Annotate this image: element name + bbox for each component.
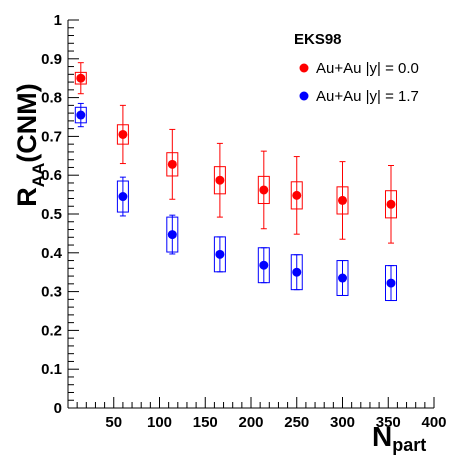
legend-marker-series-0 <box>299 63 309 73</box>
y-tick-label: 1 <box>54 12 62 29</box>
legend-label-series-0: Au+Au |y| = 0.0 <box>316 60 419 77</box>
legend: EKS98 Au+Au |y| = 0.0 Au+Au |y| = 1.7 <box>294 31 419 105</box>
data-point <box>259 260 269 270</box>
x-tick-label: 100 <box>147 414 172 431</box>
data-point <box>215 175 225 185</box>
systematic-box <box>336 260 349 296</box>
y-tick-label: 0.6 <box>41 167 62 184</box>
data-point <box>292 190 302 200</box>
y-tick-label: 0 <box>54 400 62 417</box>
svg-text:Npart: Npart <box>372 421 426 455</box>
data-point <box>386 199 396 209</box>
x-tick-label: 300 <box>330 414 355 431</box>
x-tick-label: 350 <box>376 414 401 431</box>
systematic-box <box>257 247 270 284</box>
y-tick-label: 0.8 <box>41 90 62 107</box>
data-point <box>167 159 177 169</box>
systematic-box <box>257 175 270 205</box>
systematic-box <box>213 166 226 195</box>
x-axis-title-main: N <box>372 421 392 452</box>
systematic-box <box>384 190 397 219</box>
data-point <box>338 273 347 283</box>
data-point <box>338 195 347 205</box>
data-point <box>167 230 177 240</box>
systematic-box <box>74 71 87 85</box>
legend-marker-series-1 <box>299 91 309 101</box>
y-axis-title-suffix: (CNM) <box>12 83 42 162</box>
systematic-box <box>74 106 87 124</box>
x-tick-label: 150 <box>193 414 218 431</box>
data-point <box>118 129 128 139</box>
data-point <box>76 73 86 83</box>
series-0 <box>74 62 397 244</box>
y-tick-label: 0.7 <box>41 128 62 145</box>
x-tick-label: 200 <box>238 414 263 431</box>
y-axis-title: RAA(CNM) <box>12 83 48 207</box>
data-layer <box>74 62 397 302</box>
y-tick-label: 0.2 <box>41 322 62 339</box>
y-tick-label: 0.9 <box>41 51 62 68</box>
y-tick-label: 0.4 <box>41 245 63 262</box>
systematic-box <box>384 265 397 302</box>
systematic-box <box>116 180 129 213</box>
systematic-box <box>166 152 179 177</box>
data-point <box>259 185 269 195</box>
svg-text:RAA(CNM): RAA(CNM) <box>12 83 48 207</box>
systematic-box <box>290 181 303 210</box>
systematic-box <box>166 216 179 253</box>
series-1 <box>74 102 397 302</box>
systematic-box <box>336 186 349 215</box>
y-axis-title-main: R <box>12 187 42 207</box>
x-tick-label: 250 <box>284 414 309 431</box>
data-point <box>215 249 225 259</box>
x-axis-title: Npart <box>372 421 426 455</box>
y-tick-label: 0.5 <box>41 206 62 223</box>
data-point <box>76 110 86 120</box>
y-tick-label: 0.1 <box>41 361 62 378</box>
systematic-box <box>213 236 226 273</box>
data-point <box>386 278 396 288</box>
x-tick-label: 400 <box>421 414 446 431</box>
legend-label-series-1: Au+Au |y| = 1.7 <box>316 88 419 105</box>
systematic-box <box>116 124 129 145</box>
x-axis-title-sub: part <box>392 435 426 455</box>
legend-title: EKS98 <box>294 31 342 48</box>
data-point <box>292 267 302 277</box>
y-axis-title-sub: AA <box>29 163 48 188</box>
systematic-box <box>290 254 303 291</box>
y-tick-label: 0.3 <box>41 284 62 301</box>
data-point <box>118 192 128 202</box>
x-tick-label: 50 <box>105 414 122 431</box>
